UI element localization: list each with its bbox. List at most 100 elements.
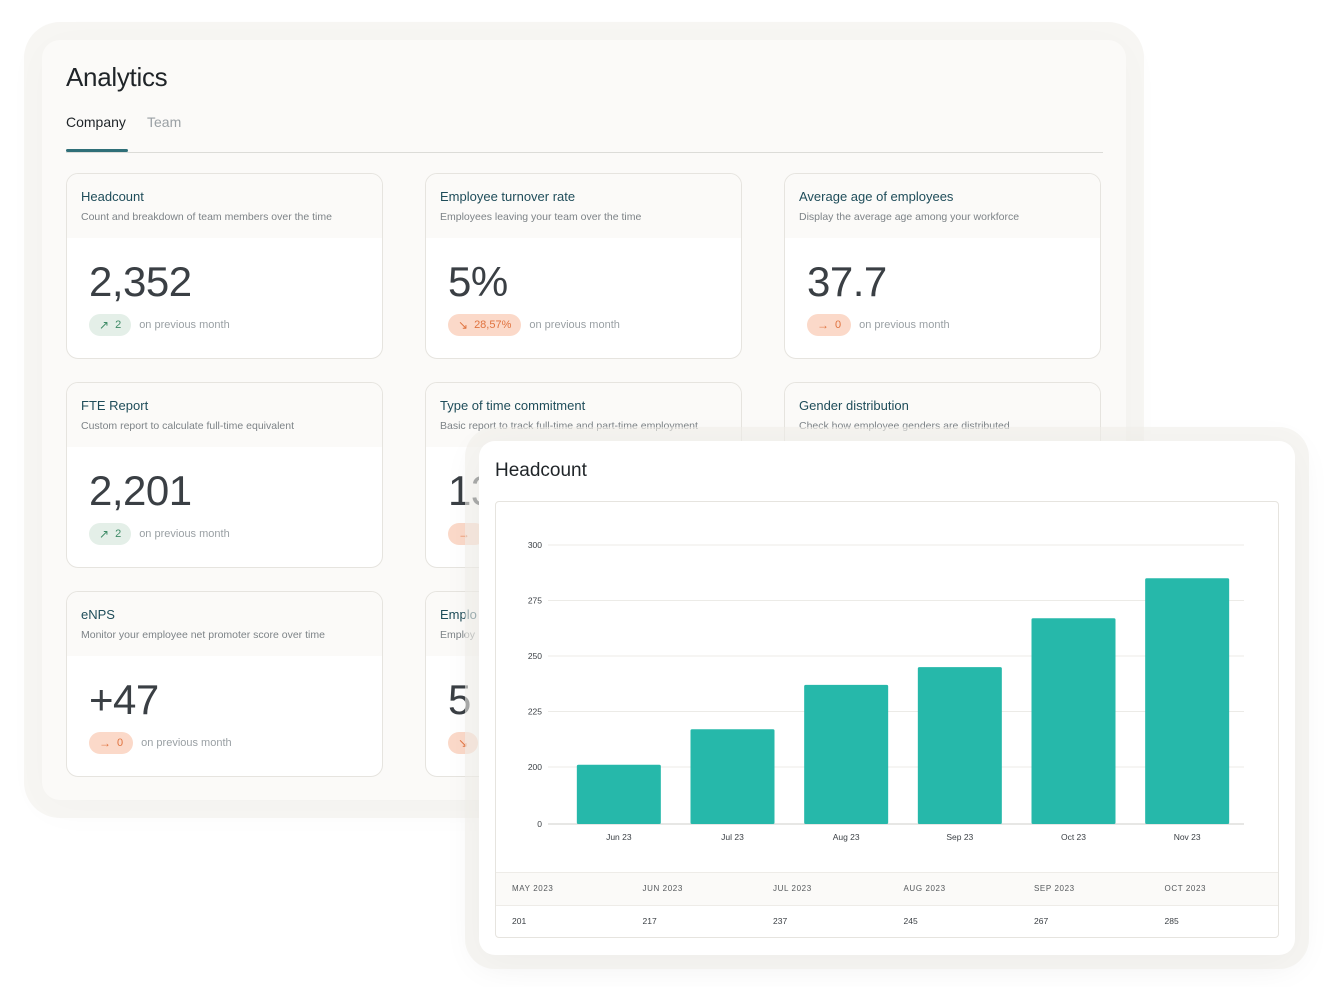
card-subtitle: Display the average age among your workf…: [799, 211, 1020, 223]
x-tick-label: Oct 23: [1061, 832, 1086, 842]
delta-note: on previous month: [859, 319, 950, 331]
card-subtitle: Monitor your employee net promoter score…: [81, 629, 325, 641]
card-fte-report[interactable]: FTE Report Custom report to calculate fu…: [66, 382, 383, 568]
card-subtitle: Employ: [440, 629, 476, 641]
table-header-cell: SEP 2023: [1034, 884, 1075, 893]
card-header: Employee turnover rate Employees leaving…: [426, 174, 741, 238]
table-header-cell: JUL 2023: [773, 884, 812, 893]
delta-note: on previous month: [141, 737, 232, 749]
x-tick-label: Nov 23: [1174, 832, 1201, 842]
arrow-down-right-icon: ↘: [458, 736, 469, 750]
table-cell: 285: [1164, 916, 1179, 926]
card-title: Type of time commitment: [440, 398, 586, 413]
bar-oct-23[interactable]: [1031, 618, 1116, 824]
y-tick-label: 250: [528, 651, 542, 661]
y-tick-label: 300: [528, 540, 542, 550]
y-tick-label: 275: [528, 596, 542, 606]
delta-badge: → 0: [89, 732, 134, 754]
arrow-right-icon: →: [99, 736, 111, 750]
table-cell: 245: [903, 916, 918, 926]
headcount-detail-panel: Headcount 0 200 225 250 275 300 Jun 23 Jul 23 Au…: [479, 441, 1295, 955]
card-enps[interactable]: eNPS Monitor your employee net promoter …: [66, 591, 383, 777]
card-value: 5%: [448, 258, 508, 305]
delta-row: → 0 on previous month: [807, 314, 950, 336]
card-title: Emplo: [440, 607, 477, 622]
card-title: eNPS: [81, 607, 115, 622]
card-subtitle: Custom report to calculate full-time equ…: [81, 420, 295, 432]
card-header: Gender distribution Check how employee g…: [785, 383, 1100, 447]
bar-nov-23[interactable]: [1145, 578, 1230, 824]
card-header: Average age of employees Display the ave…: [785, 174, 1100, 238]
delta-row: →: [448, 523, 486, 545]
delta-badge: ↘: [448, 732, 479, 754]
card-title: Gender distribution: [799, 398, 909, 413]
card-value: +47: [89, 676, 159, 723]
arrow-up-right-icon: ↗: [99, 318, 110, 332]
headcount-table-header: MAY 2023 JUN 2023 JUL 2023 AUG 2023 SEP 2023…: [496, 872, 1278, 906]
x-tick-label: Sep 23: [946, 832, 973, 842]
delta-badge: ↗ 2: [89, 523, 132, 545]
arrow-down-right-icon: ↘: [458, 318, 469, 332]
card-value: 2,352: [89, 258, 192, 305]
card-header: Headcount Count and breakdown of team me…: [67, 174, 382, 238]
bar-aug-23[interactable]: [804, 684, 889, 824]
table-header-cell: MAY 2023: [512, 884, 554, 893]
table-cell: 201: [512, 916, 527, 926]
y-tick-label: 0: [537, 819, 542, 829]
arrow-right-icon: →: [817, 318, 829, 332]
delta-badge: →: [448, 523, 486, 545]
x-tick-label: Jul 23: [721, 832, 744, 842]
delta-badge: ↘ 28,57%: [448, 314, 522, 336]
table-header-cell: AUG 2023: [903, 884, 946, 893]
table-cell: 217: [642, 916, 657, 926]
delta-value: 0: [835, 319, 842, 331]
delta-row: → 0 on previous month: [89, 732, 232, 754]
table-cell: 267: [1034, 916, 1049, 926]
card-title: Employee turnover rate: [440, 189, 576, 204]
card-value: 5: [448, 676, 471, 723]
delta-row: ↘: [448, 732, 479, 754]
delta-value: 2: [115, 528, 122, 540]
headcount-panel-title: Headcount: [495, 460, 587, 481]
card-subtitle: Check how employee genders are distribut…: [799, 420, 1010, 432]
card-header: FTE Report Custom report to calculate fu…: [67, 383, 382, 447]
card-header: eNPS Monitor your employee net promoter …: [67, 592, 382, 656]
headcount-table-row: 201 217 237 245 267 285: [496, 905, 1278, 937]
bar-sep-23[interactable]: [917, 667, 1002, 824]
card-headcount[interactable]: Headcount Count and breakdown of team me…: [66, 173, 383, 359]
card-value: 2,201: [89, 467, 192, 514]
tab-team[interactable]: Team: [147, 114, 182, 130]
headcount-chart-container: 0 200 225 250 275 300 Jun 23 Jul 23 Aug 23 Sep 23…: [495, 501, 1279, 938]
arrow-up-right-icon: ↗: [99, 527, 110, 541]
table-cell: 237: [773, 916, 788, 926]
delta-value: 2: [115, 319, 122, 331]
y-tick-label: 225: [528, 707, 542, 717]
bar-jun-23[interactable]: [576, 764, 661, 824]
card-turnover-rate[interactable]: Employee turnover rate Employees leaving…: [425, 173, 742, 359]
delta-value: 28,57%: [474, 319, 512, 331]
arrow-right-icon: →: [458, 527, 470, 541]
delta-badge: ↗ 2: [89, 314, 132, 336]
card-header: Type of time commitment Basic report to …: [426, 383, 741, 447]
delta-badge: → 0: [807, 314, 852, 336]
tab-company[interactable]: Company: [66, 114, 126, 130]
x-tick-label: Aug 23: [833, 832, 860, 842]
card-value: 37.7: [807, 258, 887, 305]
card-title: Average age of employees: [799, 189, 954, 204]
table-header-cell: JUN 2023: [642, 884, 683, 893]
card-average-age[interactable]: Average age of employees Display the ave…: [784, 173, 1101, 359]
page-title: Analytics: [66, 62, 168, 92]
tab-bar: Company Team: [66, 112, 1103, 153]
delta-note: on previous month: [529, 319, 620, 331]
card-subtitle: Basic report to track full-time and part…: [440, 420, 698, 432]
card-title: FTE Report: [81, 398, 149, 413]
delta-row: ↘ 28,57% on previous month: [448, 314, 620, 336]
card-subtitle: Count and breakdown of team members over…: [81, 211, 332, 223]
delta-note: on previous month: [139, 528, 230, 540]
y-tick-label: 200: [528, 762, 542, 772]
bar-jul-23[interactable]: [690, 729, 775, 824]
card-title: Headcount: [81, 189, 144, 204]
delta-note: on previous month: [139, 319, 230, 331]
card-subtitle: Employees leaving your team over the tim…: [440, 211, 642, 223]
active-tab-indicator: [66, 149, 128, 152]
